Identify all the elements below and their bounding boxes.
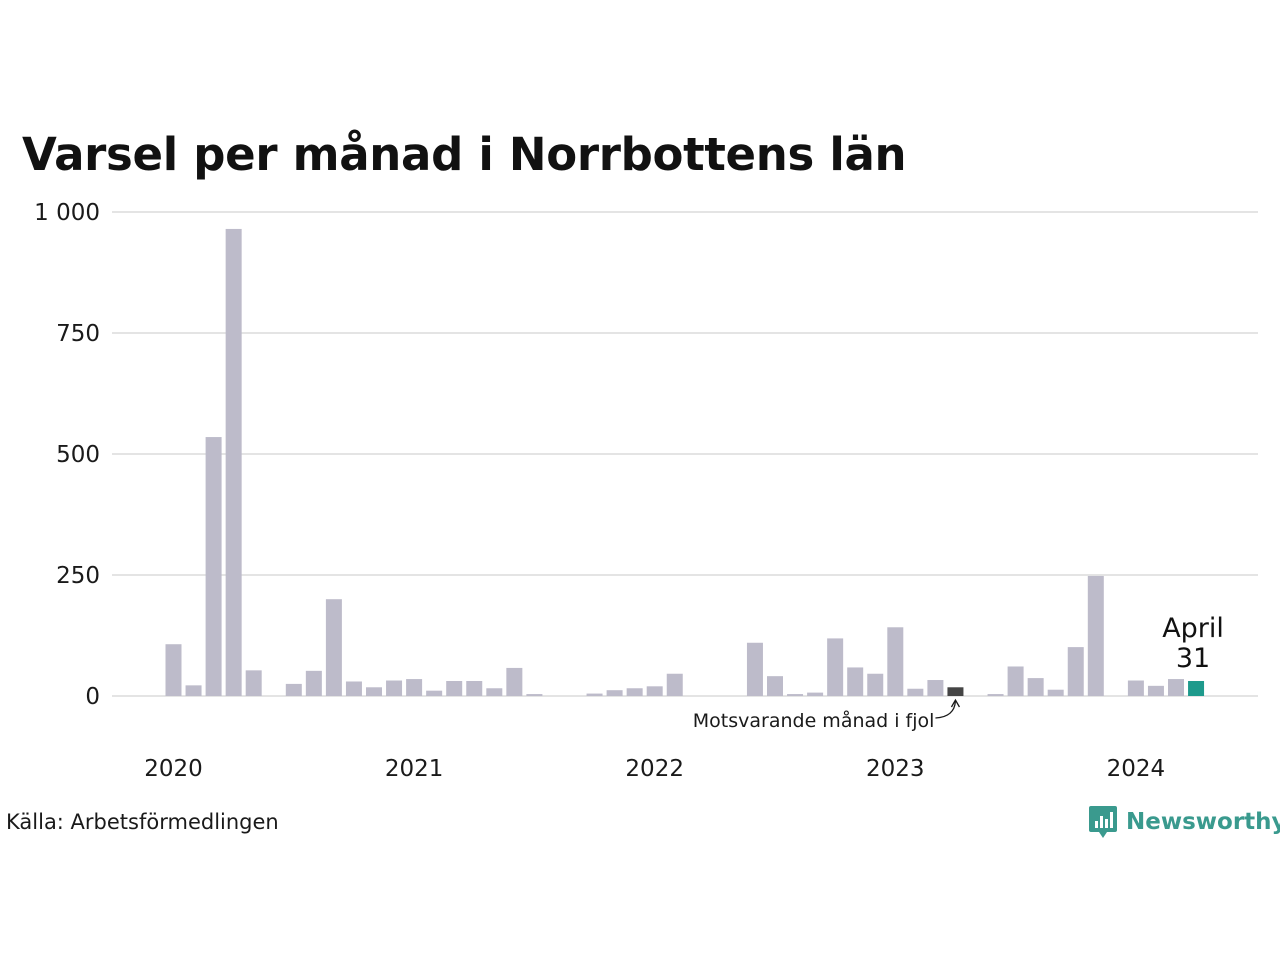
grid-lines [112,211,1258,697]
brand-name: Newsworthy [1126,809,1280,835]
bar-2020-03 [205,437,222,696]
bar-2020-01 [165,644,182,696]
bar-2021-05 [486,688,503,696]
bar-2021-06 [506,667,523,696]
brand-logo: Newsworthy [1088,802,1280,842]
bar-2020-08 [305,670,322,696]
bar-2024-01 [1127,680,1144,696]
x-tick-label: 2020 [144,756,203,782]
bar-2022-06 [746,642,763,696]
bar-2022-02 [666,673,683,696]
bar-2020-10 [345,681,362,696]
newsworthy-logo-icon [1089,806,1117,838]
x-tick-label: 2023 [866,756,925,782]
bar-2023-03 [927,680,944,696]
y-axis-ticks: 0 250 500 750 1 000 [34,200,100,710]
latest-month-label: April [1162,613,1224,644]
bar-2023-07 [1007,666,1024,696]
bar-2023-02 [907,688,924,696]
chart-title: Varsel per månad i Norrbottens län [22,128,907,181]
y-tick-label: 0 [85,684,100,710]
bar-2021-04 [466,680,483,696]
latest-value-label: 31 [1176,643,1210,674]
bar-2020-07 [285,683,302,696]
x-tick-label: 2024 [1107,756,1166,782]
source-note: Källa: Arbetsförmedlingen [6,810,279,834]
bar-2023-08 [1027,678,1044,696]
bar-2023-11 [1087,575,1104,696]
bar-2021-01 [406,679,423,696]
bar-2020-11 [366,687,382,696]
x-axis-ticks: 2020 2021 2022 2023 2024 [144,756,1165,782]
bar-2022-12 [867,673,884,696]
bar-2022-08 [787,694,804,696]
bar-2023-10 [1067,647,1084,696]
bar-2023-09 [1047,689,1064,696]
bar-2022-10 [827,638,844,696]
bar-2021-07 [526,694,543,696]
bar-2022-09 [807,692,824,696]
y-tick-label: 1 000 [34,200,100,226]
bar-2022-01 [646,686,663,696]
bar-2023-06 [987,694,1004,696]
x-tick-label: 2022 [625,756,684,782]
bar-2020-09 [325,599,342,696]
bar-2020-05 [245,670,262,696]
bar-2021-10 [586,693,603,696]
annotation-arrowhead [950,698,961,708]
bar-2020-04 [225,228,242,696]
bar-2024-03 [1168,679,1184,696]
y-tick-label: 750 [56,321,100,347]
bars [165,228,1205,696]
x-tick-label: 2021 [385,756,444,782]
bar-2021-12 [626,688,643,696]
annotations: Motsvarande månad i fjol April 31 [693,613,1224,732]
bar-2021-11 [606,690,623,696]
bar-2022-11 [847,667,864,696]
bar-2024-02 [1147,685,1164,696]
bar-2020-12 [386,680,403,696]
bar-2023-01 [887,627,904,696]
bar-2021-02 [426,690,443,696]
bar-2020-02 [185,685,202,696]
bar-2022-07 [767,676,783,696]
bar-2024-04 [1188,680,1205,696]
y-tick-label: 250 [56,563,100,589]
bar-2023-04 [947,687,964,696]
annotation-previous-year: Motsvarande månad i fjol [693,709,935,732]
bar-2021-03 [446,680,463,696]
annotation-arrow [935,700,957,719]
y-tick-label: 500 [56,442,100,468]
